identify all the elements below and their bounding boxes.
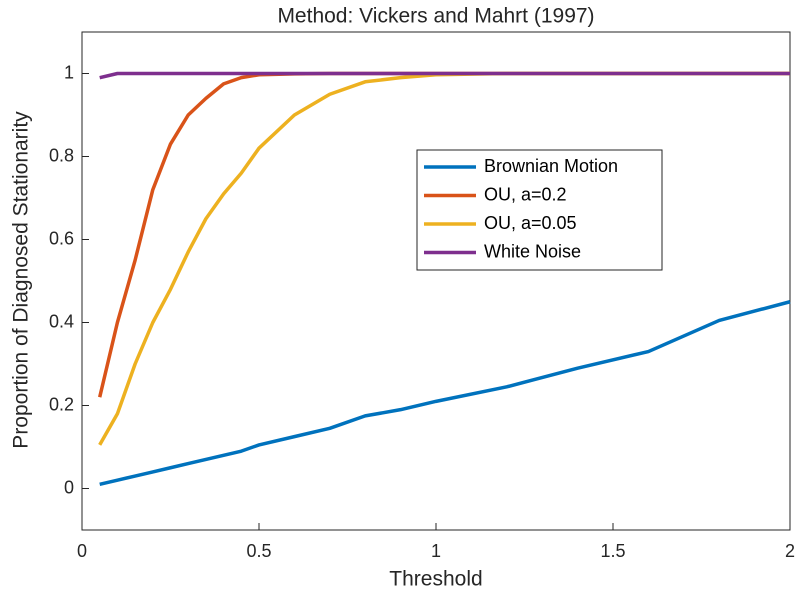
y-tick-label: 0.2	[49, 394, 74, 414]
x-tick-label: 0	[77, 541, 87, 561]
y-tick-label: 0.6	[49, 228, 74, 248]
x-tick-label: 1.5	[600, 541, 625, 561]
legend-label: OU, a=0.05	[484, 213, 577, 233]
line-series	[99, 300, 791, 487]
y-axis-label: Proportion of Diagnosed Stationarity	[10, 111, 33, 449]
x-tick-label: 2	[785, 541, 795, 561]
x-axis-label: Threshold	[389, 568, 482, 591]
y-tick-label: 1	[64, 62, 74, 82]
y-tick-label: 0	[64, 477, 74, 497]
plot-area	[81, 31, 791, 531]
legend: Brownian Motion OU, a=0.2 OU, a=0.05 White …	[416, 149, 663, 271]
x-tick-label: 0.5	[246, 541, 271, 561]
legend-label: White Noise	[484, 241, 581, 261]
legend-label: Brownian Motion	[484, 156, 618, 176]
y-tick-label: 0.4	[49, 311, 74, 331]
line-series	[99, 71, 790, 80]
legend-box	[416, 149, 663, 271]
legend-label: OU, a=0.2	[484, 184, 567, 204]
chart-title: Method: Vickers and Mahrt (1997)	[277, 5, 594, 28]
x-tick-label: 1	[431, 541, 441, 561]
y-tick-label: 0.8	[49, 145, 74, 165]
